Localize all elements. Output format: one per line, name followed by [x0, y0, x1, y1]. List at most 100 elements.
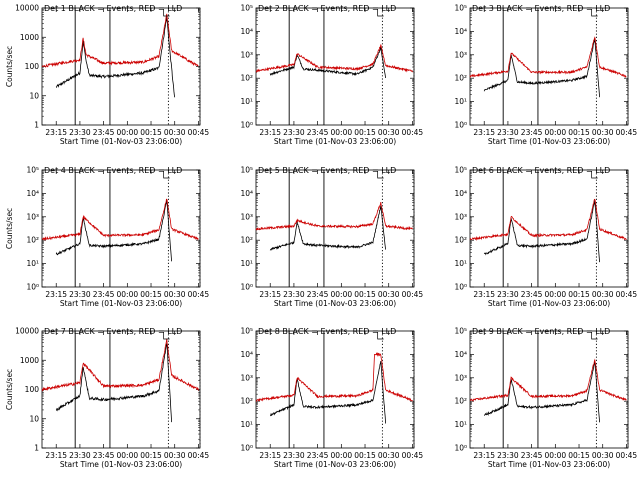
x-tick-label: 23:45: [521, 451, 543, 460]
x-tick-label: 23:15: [259, 451, 281, 460]
y-tick-label: 1000: [20, 33, 39, 42]
x-tick-label: 00:45: [402, 128, 424, 137]
x-tick-label: 00:30: [164, 290, 186, 299]
x-tick-label: 00:00: [117, 128, 139, 137]
panel-title: Det 1 BLACK = Events, RED = LLD: [44, 4, 182, 13]
y-tick-label: 10³: [26, 212, 39, 221]
y-tick-label: 10000: [15, 4, 39, 13]
x-tick-label: 00:15: [140, 451, 162, 460]
x-axis-label: Start Time (01-Nov-03 23:06:00): [274, 460, 396, 469]
y-tick-label: 10⁴: [454, 189, 467, 198]
events-series-line: [483, 38, 600, 98]
y-tick-label: 10¹: [240, 97, 253, 106]
y-tick-label: 1: [34, 121, 39, 130]
x-tick-label: 00:00: [331, 128, 353, 137]
y-tick-label: 10¹: [26, 259, 39, 268]
events-series-line: [55, 343, 172, 423]
x-tick-label: 00:45: [188, 290, 210, 299]
x-tick-label: 23:15: [473, 451, 495, 460]
x-axis-label: Start Time (01-Nov-03 23:06:00): [60, 137, 182, 146]
y-tick-label: 10⁴: [454, 350, 467, 359]
y-tick-label: 10³: [454, 373, 467, 382]
panel-title: Det 2 BLACK = Events, RED = LLD: [258, 4, 396, 13]
y-tick-label: 10⁰: [240, 283, 253, 292]
bracket-marker: [591, 9, 598, 17]
x-tick-label: 23:30: [497, 290, 519, 299]
lld-series-line: [255, 202, 413, 231]
x-axis-label: Start Time (01-Nov-03 23:06:00): [274, 137, 396, 146]
chart-panel-4: Det 4 BLACK = Events, RED = LLD 10⁰ 10¹ 10²…: [5, 166, 209, 309]
panel-title: Det 8 BLACK = Events, RED = LLD: [258, 327, 396, 336]
events-series-line: [269, 46, 386, 79]
lld-series-line: [41, 13, 199, 68]
x-tick-label: 00:15: [140, 128, 162, 137]
lld-series-line: [255, 351, 413, 402]
bracket-marker: [591, 332, 598, 340]
y-tick-label: 10⁰: [454, 121, 467, 130]
x-tick-label: 23:30: [497, 451, 519, 460]
y-tick-label: 10⁵: [240, 4, 253, 13]
y-tick-label: 10²: [240, 74, 253, 83]
y-tick-label: 1: [34, 444, 39, 453]
x-tick-label: 23:15: [259, 290, 281, 299]
x-axis-label: Start Time (01-Nov-03 23:06:00): [488, 460, 610, 469]
y-tick-label: 10⁵: [454, 4, 467, 13]
x-tick-label: 23:45: [307, 290, 329, 299]
y-tick-label: 10⁴: [26, 189, 39, 198]
plot-frame: [469, 169, 629, 288]
bracket-marker: [377, 9, 384, 17]
chart-panel-1: Det 1 BLACK = Events, RED = LLD 1 10 100 100…: [5, 4, 209, 147]
y-tick-label: 10³: [240, 50, 253, 59]
y-tick-label: 1000: [20, 356, 39, 365]
x-tick-label: 00:45: [402, 290, 424, 299]
x-tick-label: 00:00: [117, 451, 139, 460]
y-tick-label: 10¹: [240, 259, 253, 268]
x-tick-label: 00:15: [354, 128, 376, 137]
plot-frame: [41, 7, 201, 126]
bracket-marker: [377, 171, 384, 179]
y-tick-label: 10⁰: [454, 444, 467, 453]
x-tick-label: 00:15: [354, 451, 376, 460]
chart-panel-2: Det 2 BLACK = Events, RED = LLD 10⁰ 10¹ 10²…: [240, 4, 423, 147]
panel-title: Det 7 BLACK = Events, RED = LLD: [44, 327, 182, 336]
x-tick-label: 00:45: [402, 451, 424, 460]
x-tick-label: 23:30: [283, 128, 305, 137]
x-tick-label: 00:15: [354, 290, 376, 299]
panel-title: Det 3 BLACK = Events, RED = LLD: [472, 4, 610, 13]
bracket-marker: [591, 171, 598, 179]
lld-series-line: [469, 198, 627, 241]
x-tick-label: 00:00: [117, 290, 139, 299]
y-axis-label: Counts/sec: [5, 208, 14, 249]
x-tick-label: 00:45: [616, 128, 638, 137]
y-tick-label: 10⁰: [454, 283, 467, 292]
y-tick-label: 10¹: [240, 420, 253, 429]
y-tick-label: 10⁴: [240, 350, 253, 359]
events-series-line: [269, 205, 386, 251]
x-tick-label: 00:45: [616, 290, 638, 299]
y-tick-label: 10¹: [454, 420, 467, 429]
x-tick-label: 00:15: [568, 128, 590, 137]
y-tick-label: 10: [29, 91, 39, 100]
lld-series-line: [255, 44, 413, 73]
x-tick-label: 23:15: [473, 128, 495, 137]
x-tick-label: 00:00: [331, 451, 353, 460]
x-tick-label: 00:30: [592, 128, 614, 137]
y-tick-label: 100: [25, 385, 40, 394]
plot-frame: [255, 169, 415, 288]
x-tick-label: 00:30: [164, 451, 186, 460]
y-tick-label: 10: [29, 414, 39, 423]
y-tick-label: 10¹: [454, 259, 467, 268]
x-tick-label: 00:45: [188, 128, 210, 137]
y-tick-label: 10¹: [454, 97, 467, 106]
y-tick-label: 10²: [454, 236, 467, 245]
y-tick-label: 10⁴: [454, 27, 467, 36]
bracket-marker: [163, 9, 170, 17]
events-series-line: [55, 15, 176, 98]
chart-panel-3: Det 3 BLACK = Events, RED = LLD 10⁰ 10¹ 10²…: [454, 4, 637, 147]
x-axis-label: Start Time (01-Nov-03 23:06:00): [60, 460, 182, 469]
events-series-line: [483, 200, 600, 263]
x-axis-label: Start Time (01-Nov-03 23:06:00): [488, 137, 610, 146]
x-tick-label: 00:00: [545, 451, 567, 460]
y-tick-label: 10⁴: [240, 27, 253, 36]
y-tick-label: 10⁴: [240, 189, 253, 198]
